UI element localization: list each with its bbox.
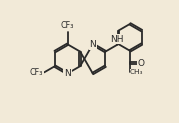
Text: NH: NH	[110, 35, 124, 44]
Text: CF₃: CF₃	[30, 68, 43, 77]
Text: N: N	[64, 69, 71, 78]
Text: CF₃: CF₃	[61, 21, 74, 30]
Text: O: O	[137, 59, 144, 68]
Text: CH₃: CH₃	[130, 69, 144, 75]
Text: N: N	[89, 40, 96, 49]
